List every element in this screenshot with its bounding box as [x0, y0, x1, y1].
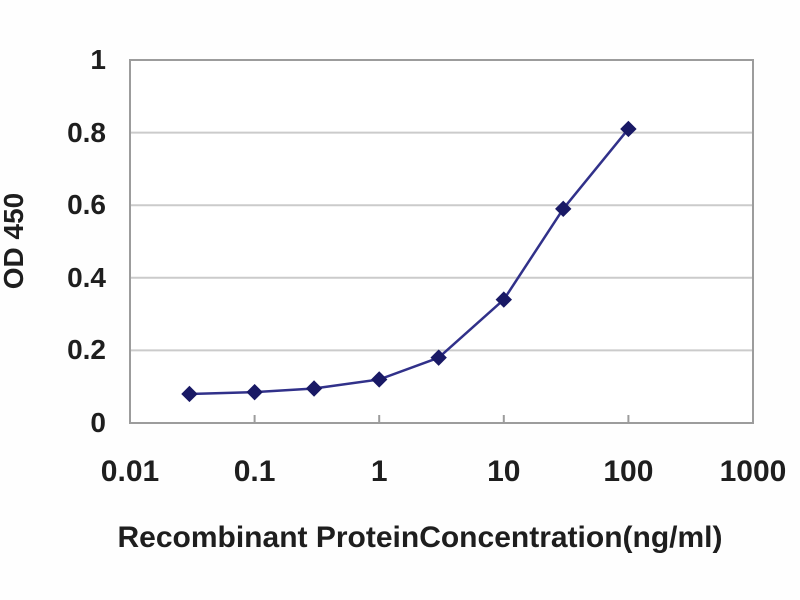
x-axis-title: Recombinant ProteinConcentration(ng/ml) — [117, 521, 723, 554]
data-point-marker — [430, 349, 447, 366]
plot-border — [129, 59, 754, 424]
x-axis-tick-label: 100 — [603, 455, 654, 488]
data-point-marker — [495, 291, 513, 308]
data-point-marker — [620, 120, 637, 138]
data-point-marker — [370, 371, 388, 388]
y-axis-tick-label: 1 — [90, 44, 106, 75]
y-axis-tick-label: 0.2 — [67, 334, 106, 366]
data-point-marker — [555, 200, 572, 218]
y-axis-tick-label: 0.4 — [67, 261, 106, 293]
y-axis-tick-label: 0.6 — [67, 189, 106, 221]
plot-area-background — [130, 60, 753, 423]
y-axis-tick-label: 0.8 — [67, 116, 106, 148]
data-point-marker — [305, 380, 323, 397]
y-axis-tick-label: 0 — [90, 407, 106, 438]
x-axis-tick-label: 0.01 — [100, 455, 160, 488]
data-point-marker — [181, 385, 198, 403]
x-axis-tick-label: 1000 — [719, 455, 787, 488]
x-axis-tick-label: 0.1 — [233, 455, 276, 488]
series-line — [189, 128, 630, 396]
data-point-marker — [246, 383, 263, 401]
x-axis-tick-label: 1 — [370, 455, 388, 488]
y-axis-title: OD 450 — [0, 192, 29, 290]
x-axis-tick-label: 10 — [487, 455, 521, 488]
